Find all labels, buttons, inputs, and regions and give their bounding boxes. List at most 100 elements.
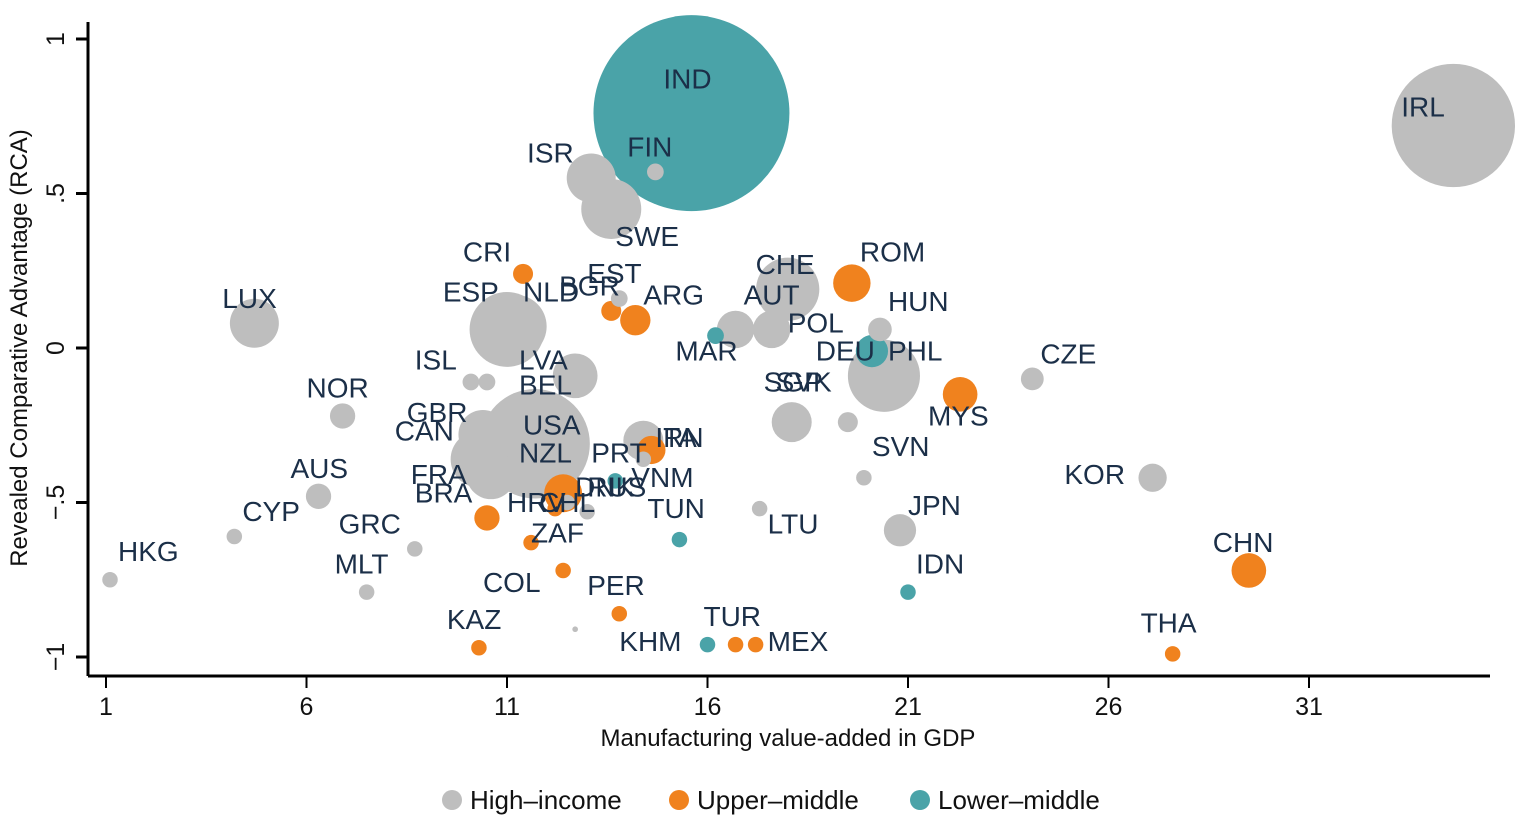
y-axis-title: Revealed Comparative Advantage (RCA): [6, 129, 33, 567]
label-aus: AUS: [290, 453, 348, 484]
bubble-est: [610, 290, 628, 307]
label-grc: GRC: [339, 508, 401, 539]
bubble-che: [756, 257, 820, 321]
y-ticks: 1 .5 0 −.5 −1: [42, 32, 88, 671]
label-jpn: JPN: [908, 490, 961, 521]
legend-item-lower-middle: Lower–middle: [910, 785, 1100, 815]
label-hkg: HKG: [118, 536, 179, 567]
label-khm: KHM: [619, 626, 681, 657]
bubble-cze: [1020, 367, 1044, 391]
y-tick-label: 0: [42, 341, 70, 355]
bubble-cri: [513, 263, 534, 284]
x-axis-title: Manufacturing value-added in GDP: [601, 725, 976, 752]
bubble-fra: [466, 450, 516, 500]
label-che: CHE: [756, 249, 815, 280]
bubble-bel: [478, 373, 496, 391]
bubble-svk: [837, 412, 858, 433]
bubble-kor: [1138, 463, 1167, 492]
bubble-sgp: [771, 402, 812, 443]
label-mar: MAR: [675, 335, 737, 366]
label-arg: ARG: [643, 280, 704, 311]
y-tick-label: −.5: [42, 485, 70, 520]
bubble-mys: [942, 377, 978, 412]
label-bgr: BGR: [559, 270, 620, 301]
label-col: COL: [483, 567, 541, 598]
label-phl: PHL: [888, 335, 942, 366]
bubble-arg: [620, 305, 651, 336]
bubble-kaz: [471, 639, 487, 656]
bubble-aus: [305, 483, 332, 509]
label-nzl: NZL: [519, 437, 572, 468]
label-svk: SVK: [776, 366, 832, 397]
label-mex: MEX: [768, 626, 829, 657]
legend-marker: [442, 790, 462, 810]
label-est: EST: [587, 258, 641, 289]
bubble-rom: [833, 264, 871, 302]
bubble-idn: [900, 584, 916, 600]
bubble-hun: [868, 317, 892, 342]
label-usa: USA: [523, 410, 581, 441]
x-tick-label: 31: [1295, 693, 1323, 721]
bubble-isr: [566, 153, 616, 203]
bubble-lux: [229, 298, 279, 348]
x-tick-label: 16: [694, 693, 722, 721]
bubble-mlt: [358, 584, 375, 600]
label-isl: ISL: [415, 345, 457, 376]
bubble-gbr: [458, 410, 508, 460]
legend-label: Lower–middle: [938, 785, 1100, 815]
bubble-nld: [483, 294, 547, 358]
label-per: PER: [587, 570, 645, 601]
axes: 1.50−.5−1 1 6 11 16 21 26 31: [42, 22, 1490, 721]
label-mys: MYS: [928, 400, 989, 431]
label-aut: AUT: [744, 280, 800, 311]
legend-label: High–income: [470, 785, 622, 815]
label-vnm: VNM: [631, 462, 693, 493]
label-bra: BRA: [415, 478, 473, 509]
label-rom: ROM: [860, 236, 925, 267]
label-ltu: LTU: [768, 508, 819, 539]
bubble-bra: [474, 505, 500, 531]
legend-marker: [669, 790, 689, 810]
bubble-nzl: [520, 427, 566, 473]
bubble-per: [611, 605, 628, 622]
label-can: CAN: [395, 416, 454, 447]
bubble-pol: [752, 310, 791, 349]
y-tick-label: −1: [42, 643, 70, 672]
label-swe: SWE: [615, 221, 679, 252]
label-lva: LVA: [519, 345, 568, 376]
label-fra: FRA: [411, 459, 467, 490]
legend-item-upper-middle: Upper–middle: [669, 785, 859, 815]
label-nor: NOR: [307, 372, 369, 403]
bubble-mex: [747, 636, 764, 653]
bubble-dnk: [559, 494, 575, 511]
label-rus: RUS: [587, 471, 646, 502]
y-tick-label: 1: [42, 32, 70, 46]
label-prt: PRT: [591, 437, 647, 468]
label-nld: NLD: [523, 277, 579, 308]
bubble-grc: [407, 541, 423, 557]
x-tick-label: 11: [494, 693, 520, 721]
label-irn: IRN: [655, 422, 703, 453]
label-hrv: HRV: [507, 487, 566, 518]
label-ita: ITA: [655, 422, 697, 453]
label-gbr: GBR: [407, 397, 468, 428]
label-irl: IRL: [1401, 91, 1445, 122]
label-isr: ISR: [527, 138, 574, 169]
label-deu: DEU: [816, 335, 875, 366]
label-sgp: SGP: [764, 366, 823, 397]
bubble-tur: [727, 636, 744, 653]
bubble-phl: [855, 334, 889, 368]
x-tick-label: 6: [300, 693, 314, 721]
bubble-tha: [1164, 646, 1181, 662]
bubble-ltu: [751, 500, 768, 517]
bubble-khm: [699, 636, 716, 653]
bubble-mar: [707, 327, 724, 345]
y-tick-label: .5: [42, 183, 70, 204]
bubble-tun: [671, 531, 688, 548]
label-cyp: CYP: [242, 496, 300, 527]
legend-marker: [910, 790, 930, 810]
label-zaf: ZAF: [531, 518, 584, 549]
label-bel: BEL: [519, 369, 572, 400]
bubble-ind: [593, 15, 790, 212]
